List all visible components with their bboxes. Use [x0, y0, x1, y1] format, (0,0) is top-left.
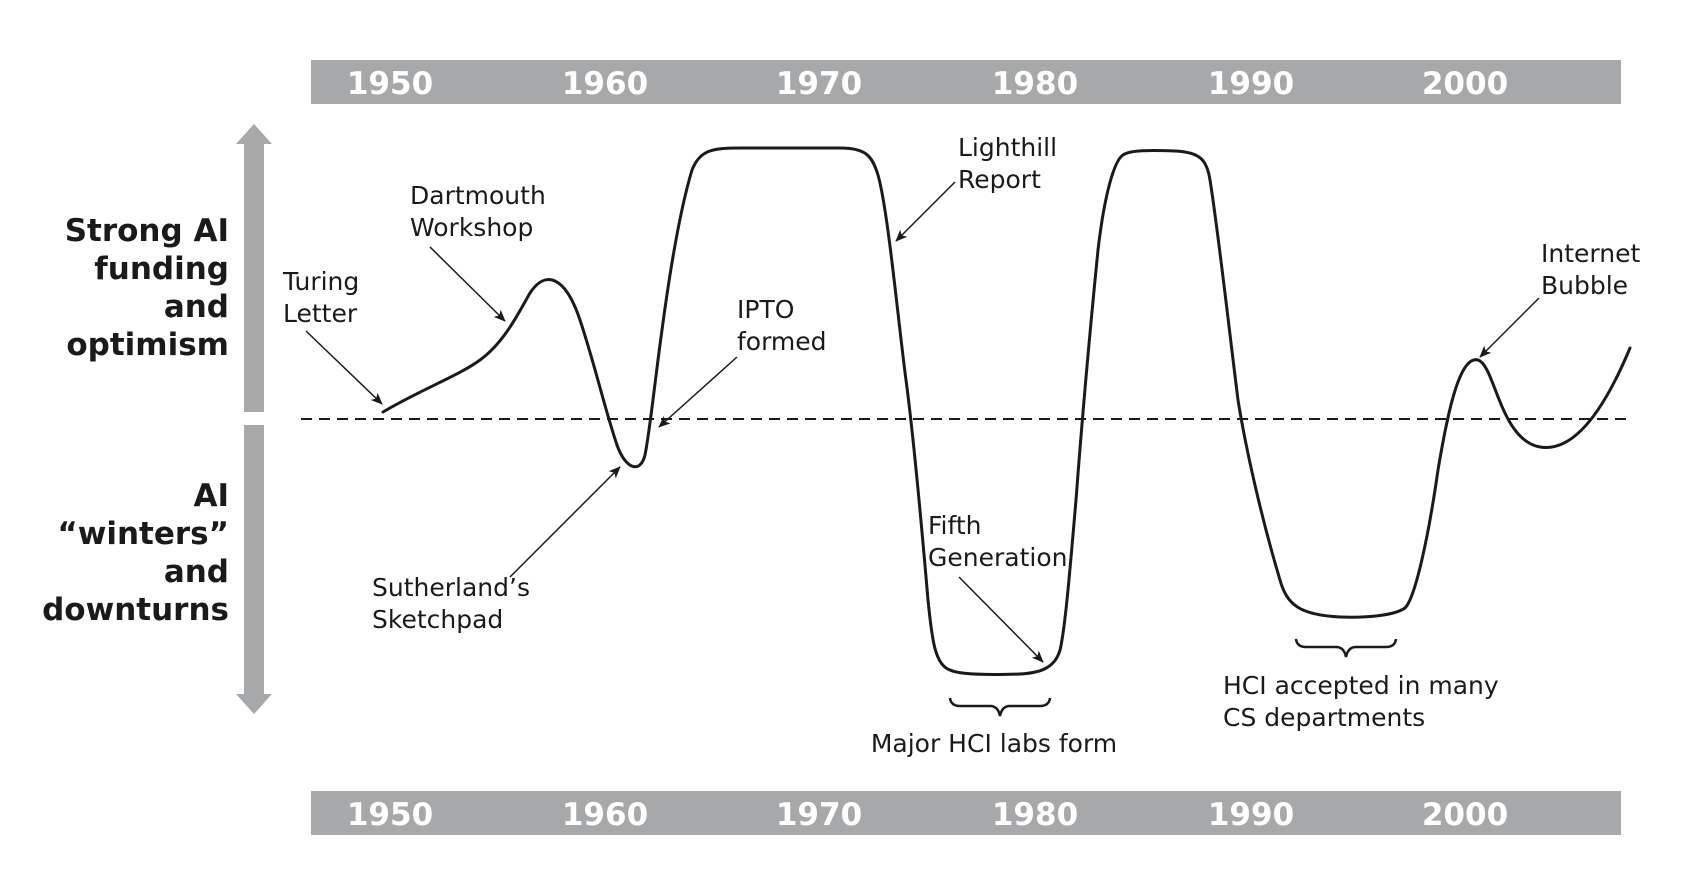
- hci-cs-departments-line-2: CS departments: [1223, 703, 1425, 732]
- lighthill-report-arrow: [895, 181, 956, 242]
- bottom-year-1990: 1990: [1208, 797, 1294, 833]
- hci-cs-departments-annotation: HCI accepted in many CS departments: [1223, 638, 1499, 732]
- bottom-year-1960: 1960: [562, 797, 648, 833]
- top-year-1950: 1950: [347, 66, 433, 102]
- sutherland-sketchpad-arrow: [509, 466, 621, 578]
- top-band-bar: [311, 60, 1621, 104]
- hci-cs-departments-brace: [1294, 638, 1398, 658]
- sutherland-sketchpad-annotation: Sutherland’s Sketchpad: [372, 466, 621, 634]
- turing-letter-arrow: [305, 330, 383, 405]
- winters-label-line-3: and: [164, 554, 229, 590]
- top-year-1980: 1980: [992, 66, 1078, 102]
- optimism-label-line-1: Strong AI: [65, 213, 229, 249]
- up-arrow-icon: [236, 124, 272, 412]
- top-year-band: 1950 1960 1970 1980 1990 2000: [311, 60, 1621, 104]
- optimism-label: Strong AI funding and optimism: [65, 213, 229, 363]
- sutherland-sketchpad-line-2: Sketchpad: [372, 605, 503, 634]
- major-hci-labs-annotation: Major HCI labs form: [871, 697, 1117, 758]
- top-year-1970: 1970: [776, 66, 862, 102]
- dartmouth-workshop-line-1: Dartmouth: [410, 181, 546, 210]
- turing-letter-annotation: Turing Letter: [282, 267, 383, 405]
- top-year-1960: 1960: [562, 66, 648, 102]
- winters-label: AI “winters” and downturns: [42, 478, 229, 628]
- turing-letter-line-2: Letter: [283, 299, 358, 328]
- major-hci-labs-label: Major HCI labs form: [871, 729, 1117, 758]
- fifth-generation-line-1: Fifth: [928, 511, 982, 540]
- dartmouth-workshop-arrow: [429, 246, 506, 322]
- top-year-1990: 1990: [1208, 66, 1294, 102]
- ipto-formed-line-2: formed: [737, 327, 827, 356]
- ipto-formed-arrow: [658, 356, 738, 428]
- bottom-year-band: 1950 1960 1970 1980 1990 2000: [311, 791, 1621, 835]
- internet-bubble-line-2: Bubble: [1541, 271, 1628, 300]
- optimism-label-line-2: funding: [94, 251, 229, 287]
- hci-cs-departments-line-1: HCI accepted in many: [1223, 671, 1499, 700]
- winters-label-line-1: AI: [193, 478, 229, 514]
- bottom-year-1980: 1980: [992, 797, 1078, 833]
- vertical-scale-arrow: [236, 124, 272, 714]
- ipto-formed-line-1: IPTO: [737, 295, 794, 324]
- bottom-year-1970: 1970: [776, 797, 862, 833]
- dartmouth-workshop-line-2: Workshop: [410, 213, 533, 242]
- bottom-year-2000: 2000: [1422, 797, 1508, 833]
- turing-letter-line-1: Turing: [282, 267, 359, 296]
- winters-label-line-4: downturns: [42, 592, 229, 628]
- dartmouth-workshop-annotation: Dartmouth Workshop: [410, 181, 546, 322]
- lighthill-report-line-2: Report: [958, 165, 1041, 194]
- winters-label-line-2: “winters”: [57, 516, 229, 552]
- down-arrow-icon: [236, 425, 272, 714]
- internet-bubble-arrow: [1479, 297, 1540, 358]
- sutherland-sketchpad-line-1: Sutherland’s: [372, 573, 530, 602]
- funding-curve: [381, 146, 1632, 677]
- major-hci-labs-brace: [948, 697, 1052, 717]
- optimism-label-line-4: optimism: [66, 327, 229, 363]
- fifth-generation-line-2: Generation: [928, 543, 1067, 572]
- internet-bubble-line-1: Internet: [1541, 239, 1640, 268]
- optimism-label-line-3: and: [164, 289, 229, 325]
- internet-bubble-annotation: Internet Bubble: [1479, 239, 1640, 358]
- bottom-year-1950: 1950: [347, 797, 433, 833]
- fifth-generation-annotation: Fifth Generation: [928, 511, 1067, 663]
- lighthill-report-line-1: Lighthill: [958, 133, 1057, 162]
- fifth-generation-arrow: [958, 576, 1044, 663]
- top-year-2000: 2000: [1422, 66, 1508, 102]
- lighthill-report-annotation: Lighthill Report: [895, 133, 1057, 242]
- ipto-formed-annotation: IPTO formed: [658, 295, 827, 428]
- bottom-band-bar: [311, 791, 1621, 835]
